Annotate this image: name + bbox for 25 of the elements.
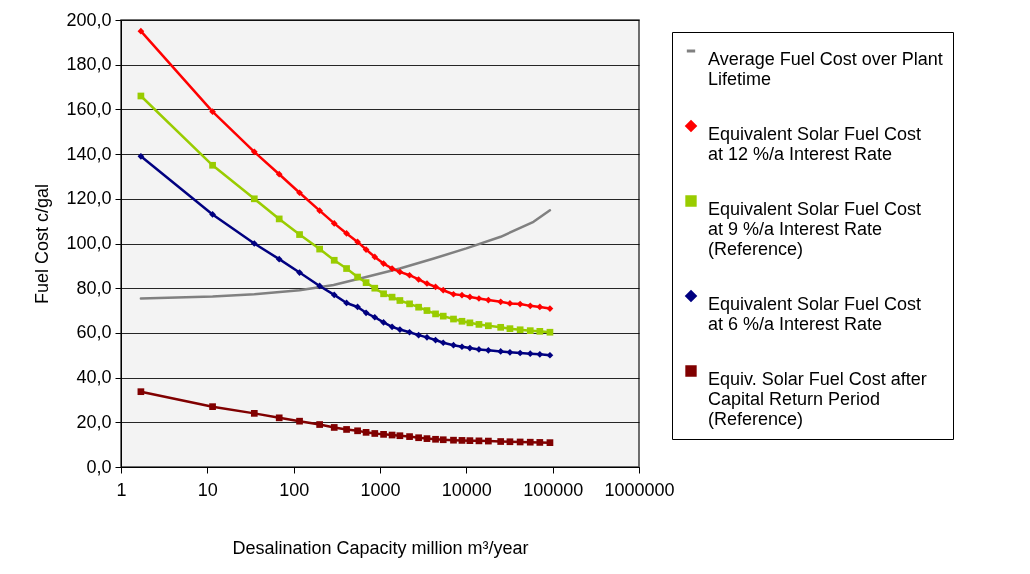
y-tick-label: 120,0 [66,188,112,209]
legend-label: Average Fuel Cost over Plant Lifetime [708,49,943,89]
y-tick-label: 160,0 [66,98,112,119]
y-tick-label: 100,0 [66,233,112,253]
y-tick-label: 80,0 [76,277,112,298]
y-axis-title: Fuel Cost c/gal [32,183,53,305]
y-tick-label: 180,0 [66,54,112,75]
y-tick-label: 200,0 [66,9,112,30]
x-tick-label: 100000 [523,479,584,500]
x-tick-label: 1 [116,479,127,500]
legend-label: Equivalent Solar Fuel Cost at 9 %/a Interest Rate (Reference) [708,199,922,259]
legend-label: Equivalent Solar Fuel Cost at 12 %/a Interest Rate [708,124,922,164]
legend-label: Equivalent Solar Fuel Cost at 6 %/a Interest Rate [708,294,922,334]
x-tick-label: 1000 [360,479,401,500]
y-tick-label: 140,0 [66,143,112,164]
x-axis-title: Desalination Capacity million m³/year [232,537,529,558]
legend-label: Equiv. Solar Fuel Cost after Capital Return Period (Reference) [708,369,927,429]
y-tick-label: 20,0 [76,411,112,432]
y-tick-label: 40,0 [76,367,112,388]
x-tick-label: 100 [279,479,310,500]
x-tick-label: 10 [197,479,218,500]
y-tick-label: 0,0 [86,456,112,477]
x-tick-label: 1000000 [604,479,675,500]
y-tick-label: 60,0 [76,322,112,343]
x-tick-label: 10000 [441,479,492,500]
